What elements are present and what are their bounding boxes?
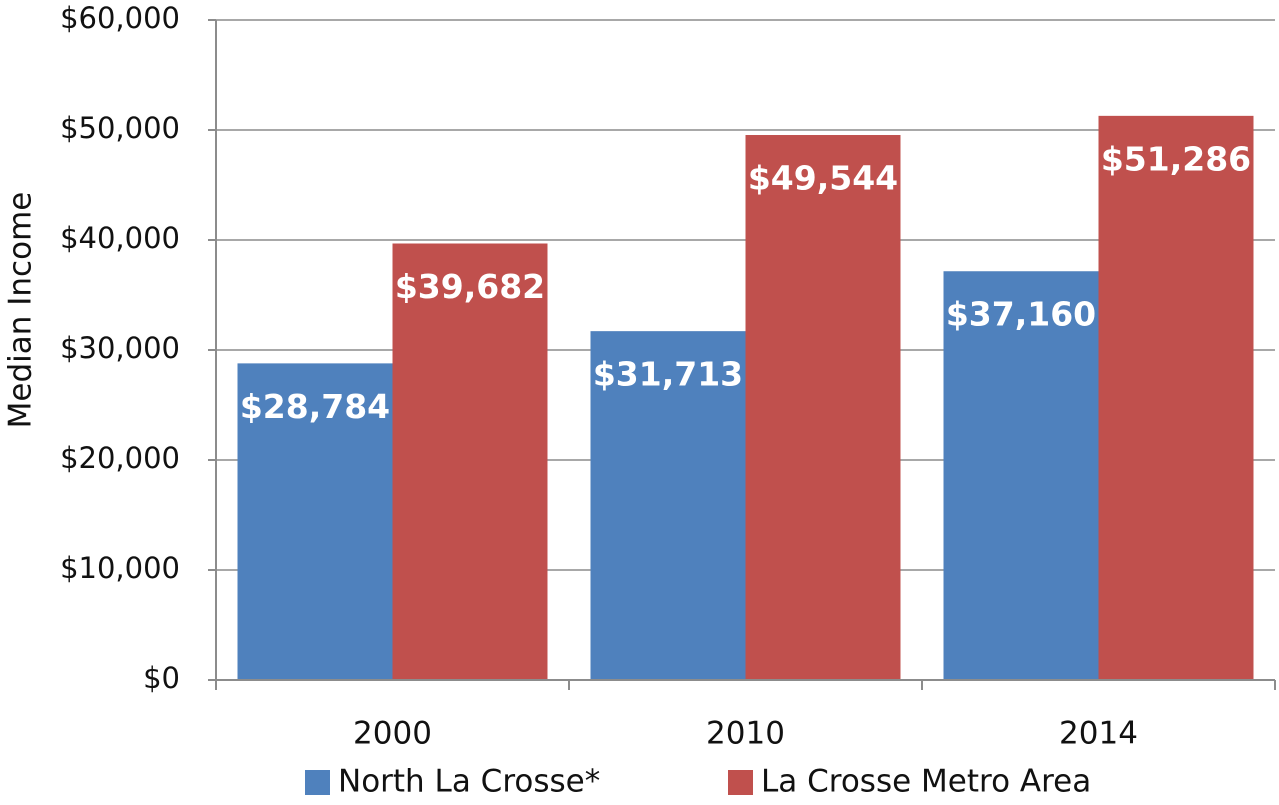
bar <box>943 271 1099 680</box>
bar <box>1098 115 1254 680</box>
value-label: $51,286 <box>1101 139 1251 178</box>
value-label: $31,713 <box>593 355 743 394</box>
value-label: $39,682 <box>395 267 545 306</box>
y-tick-label: $20,000 <box>60 441 180 475</box>
x-tick-label: 2010 <box>706 716 785 752</box>
value-label: $37,160 <box>946 295 1096 334</box>
legend-label: North La Crosse* <box>338 764 600 800</box>
legend-swatch <box>305 770 330 795</box>
y-tick-label: $30,000 <box>60 331 180 365</box>
bar <box>237 363 393 680</box>
x-tick-label: 2014 <box>1059 716 1138 752</box>
y-tick-label: $10,000 <box>60 551 180 585</box>
y-tick-label: $50,000 <box>60 111 180 145</box>
bar <box>590 331 746 680</box>
bar <box>392 243 548 681</box>
y-tick-label: $60,000 <box>60 1 180 35</box>
x-tick-label: 2000 <box>353 716 432 752</box>
y-tick-label: $0 <box>143 661 180 695</box>
bar <box>745 135 901 681</box>
value-label: $49,544 <box>748 159 898 198</box>
value-label: $28,784 <box>240 387 390 426</box>
y-tick-label: $40,000 <box>60 221 180 255</box>
legend-swatch <box>728 770 753 795</box>
legend-label: La Crosse Metro Area <box>761 764 1091 800</box>
y-axis-title: Median Income <box>3 192 39 429</box>
